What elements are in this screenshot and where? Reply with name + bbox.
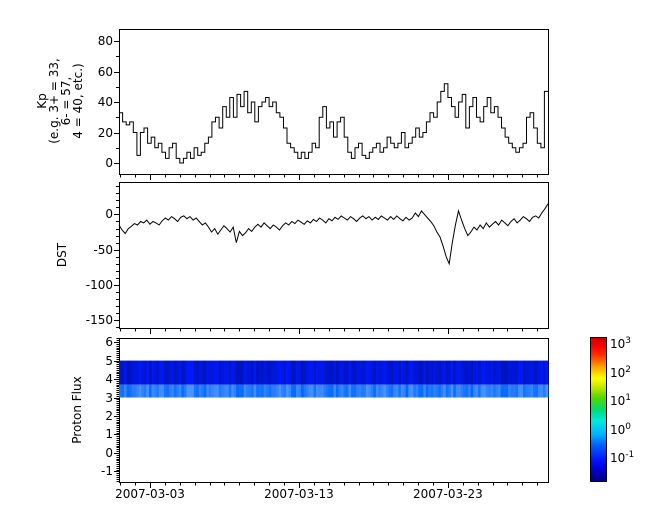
dst-y-tick-label: -100 [85,278,113,292]
x-tick-label: 2007-03-23 [413,487,483,501]
kp-y-tick-label: 40 [97,95,113,109]
flux-y-tick-label: -1 [101,464,113,478]
colorbar-tick-label: 103 [610,334,631,351]
dst-y-tick-label: 0 [105,207,113,221]
colorbar-tick-exponent: -1 [625,449,635,460]
colorbar-tick-exponent: 0 [625,421,632,432]
flux-y-tick-label: 4 [105,372,113,386]
colorbar-tick-exponent: 1 [625,392,632,403]
colorbar-tick-label: 102 [610,363,631,380]
dst-y-tick-label: -150 [85,313,113,327]
colorbar-tick-base: 10 [610,365,626,380]
x-tick-label: 2007-03-03 [115,487,185,501]
x-tick-label: 2007-03-13 [264,487,334,501]
flux-y-tick-label: 5 [105,354,113,368]
kp-y-tick-label: 60 [97,65,113,79]
colorbar-tick-exponent: 3 [625,335,632,346]
colorbar-tick-label: 101 [610,391,631,408]
flux-y-tick-label: 0 [105,446,113,460]
kp-y-tick-label: 80 [97,34,113,48]
flux-y-tick-label: 1 [105,427,113,441]
colorbar-tick-base: 10 [610,336,626,351]
colorbar-tick-base: 10 [610,422,626,437]
flux-y-tick-label: 6 [105,335,113,349]
dst-y-tick-label: -50 [93,243,113,257]
flux-y-tick-label: 2 [105,409,113,423]
flux-y-tick-label: 3 [105,391,113,405]
colorbar-gradient [590,337,607,482]
kp-y-tick-label: 20 [97,126,113,140]
colorbar-tick-label: 10-1 [610,448,634,465]
colorbar-tick-base: 10 [610,450,626,465]
dst-axis-label: DST [55,242,69,268]
colorbar-tick-base: 10 [610,393,626,408]
kp-y-tick-label: 0 [105,156,113,170]
colorbar-tick-label: 100 [610,420,631,437]
colorbar-tick-exponent: 2 [625,364,632,375]
